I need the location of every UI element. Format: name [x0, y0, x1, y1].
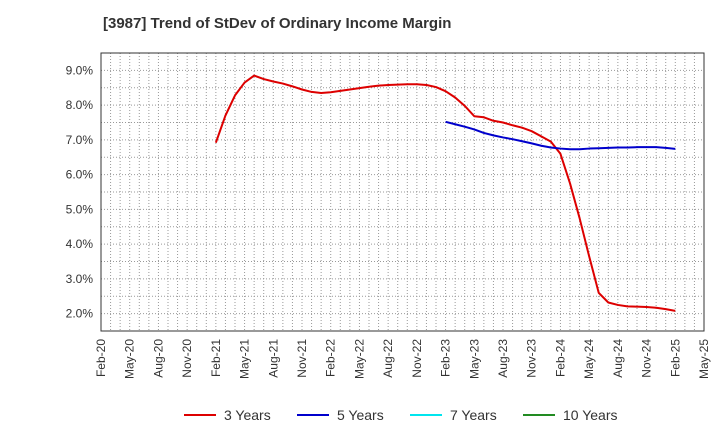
legend-label: 7 Years: [450, 407, 497, 423]
legend-label: 10 Years: [563, 407, 618, 423]
chart-title: [3987] Trend of StDev of Ordinary Income…: [103, 15, 452, 32]
x-tick-label: May-23: [467, 339, 481, 379]
x-tick-label: Aug-22: [381, 339, 395, 378]
x-tick-label: Feb-24: [553, 339, 567, 377]
x-tick-label: Nov-23: [525, 339, 539, 378]
x-tick-label: Nov-22: [410, 339, 424, 378]
series-line: [445, 120, 676, 151]
x-tick-label: Aug-23: [496, 339, 510, 378]
x-tick-label: May-25: [697, 339, 711, 379]
x-tick-label: Feb-22: [324, 339, 338, 377]
x-tick-label: Feb-23: [439, 339, 453, 377]
x-tick-label: Nov-24: [640, 339, 654, 378]
x-tick-label: Aug-24: [611, 339, 625, 378]
x-tick-label: Feb-20: [94, 339, 108, 377]
x-tick-label: May-24: [582, 339, 596, 379]
legend-label: 5 Years: [337, 407, 384, 423]
legend: 3 Years 5 Years 7 Years 10 Years: [184, 407, 618, 423]
y-tick-label: 5.0%: [66, 202, 94, 216]
y-tick-label: 3.0%: [66, 272, 94, 286]
series-line: [214, 74, 676, 312]
legend-label: 3 Years: [224, 407, 271, 423]
x-axis-tick-labels: Feb-20 May-20 Aug-20 Nov-20 Feb-21 May-21 Aug-…: [94, 339, 711, 379]
y-tick-label: 9.0%: [66, 63, 94, 77]
series-lines: [214, 74, 676, 312]
x-tick-label: Nov-21: [295, 339, 309, 378]
y-tick-label: 2.0%: [66, 307, 94, 321]
x-tick-label: May-21: [238, 339, 252, 379]
x-tick-label: May-20: [123, 339, 137, 379]
x-tick-label: Feb-21: [209, 339, 223, 377]
plot-area: [101, 53, 704, 331]
y-tick-label: 4.0%: [66, 237, 94, 251]
y-axis-tick-labels: 2.0% 3.0% 4.0% 5.0% 6.0% 7.0% 8.0% 9.0%: [66, 63, 94, 320]
y-tick-label: 8.0%: [66, 98, 94, 112]
x-tick-label: Nov-20: [180, 339, 194, 378]
x-tick-label: Aug-20: [151, 339, 165, 378]
x-tick-label: May-22: [352, 339, 366, 379]
plot-frame: [100, 52, 705, 332]
y-tick-label: 6.0%: [66, 168, 94, 182]
x-tick-label: Feb-25: [668, 339, 682, 377]
y-tick-label: 7.0%: [66, 133, 94, 147]
x-tick-label: Aug-21: [266, 339, 280, 378]
